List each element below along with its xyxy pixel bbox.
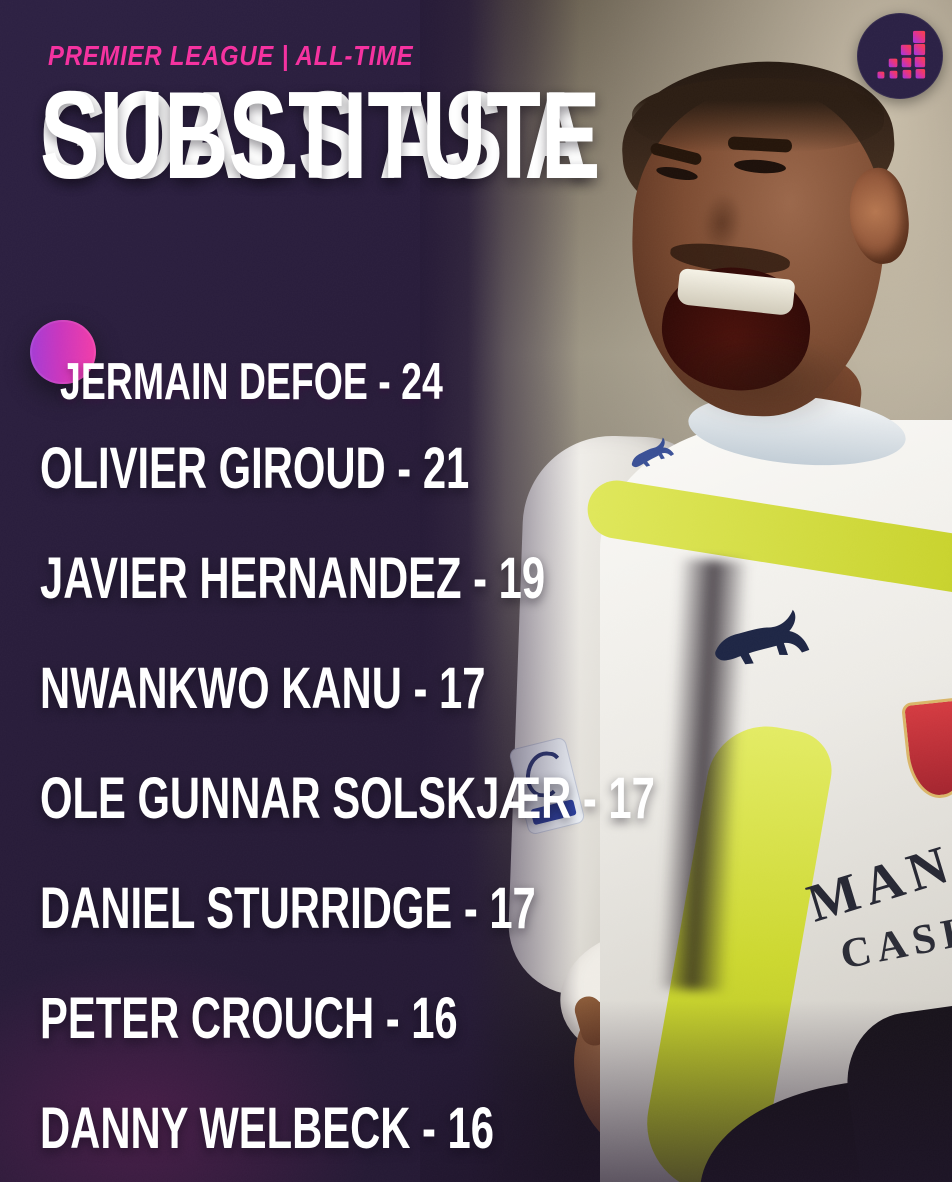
analyst-steps-icon — [877, 30, 926, 79]
player-row: DANIEL STURRIDGE - 17 — [40, 876, 536, 941]
player-row: OLIVIER GIROUD - 21 — [40, 436, 470, 501]
player-row: NWANKWO KANU - 17 — [40, 656, 486, 721]
player-row: DANNY WELBECK - 16 — [40, 1096, 495, 1161]
leader-pill: JERMAIN DEFOE - 24 — [30, 320, 443, 411]
player-row: PETER CROUCH - 16 — [40, 986, 458, 1051]
players-list: OLIVIER GIROUD - 21 JAVIER HERNANDEZ - 1… — [40, 414, 920, 1182]
player-row: OLE GUNNAR SOLSKJÆR - 17 — [40, 766, 655, 831]
player-row: JAVIER HERNANDEZ - 19 — [40, 546, 546, 611]
brand-logo — [857, 13, 943, 99]
